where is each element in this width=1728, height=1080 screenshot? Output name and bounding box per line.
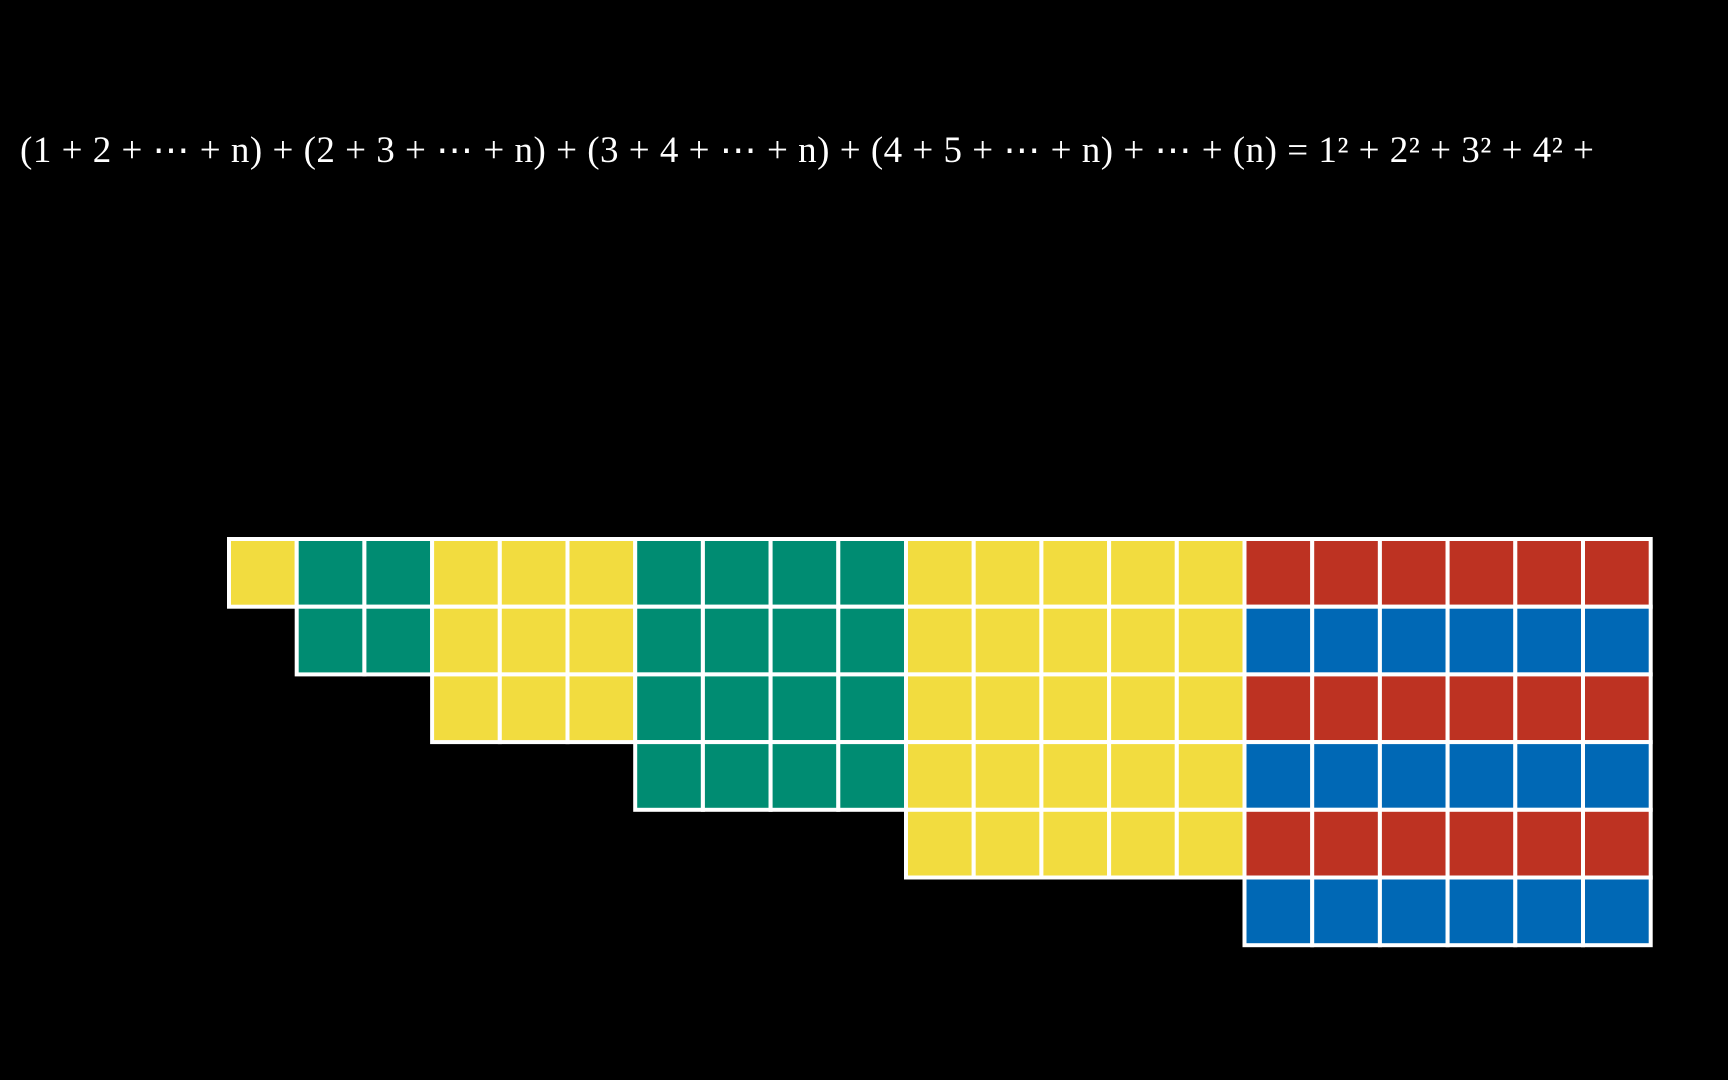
square	[1174, 807, 1247, 880]
square	[227, 537, 299, 609]
square	[1039, 537, 1112, 609]
square	[1310, 537, 1382, 609]
square	[565, 672, 638, 745]
square	[1174, 672, 1247, 745]
square	[836, 740, 908, 812]
square	[1039, 807, 1112, 880]
square	[1445, 537, 1518, 609]
square	[904, 604, 976, 677]
square	[362, 604, 435, 677]
square	[1513, 672, 1586, 745]
square	[565, 604, 638, 677]
square	[1513, 537, 1586, 609]
square	[1039, 672, 1112, 745]
square	[294, 604, 367, 677]
square	[1039, 740, 1112, 812]
square	[1581, 875, 1653, 948]
square	[1242, 740, 1315, 812]
square	[1581, 807, 1653, 880]
square	[836, 672, 908, 745]
square	[904, 537, 976, 609]
square	[1107, 604, 1179, 677]
square	[1174, 604, 1247, 677]
square	[497, 537, 570, 609]
square	[1445, 875, 1518, 948]
square	[1310, 807, 1382, 880]
square	[1174, 740, 1247, 812]
square	[1581, 740, 1653, 812]
square	[700, 537, 773, 609]
square	[971, 537, 1044, 609]
square	[1513, 604, 1586, 677]
square	[1107, 807, 1179, 880]
square	[768, 537, 841, 609]
square	[1445, 740, 1518, 812]
square	[1174, 537, 1247, 609]
square	[1445, 672, 1518, 745]
square	[1107, 537, 1179, 609]
square	[904, 807, 976, 880]
square	[971, 740, 1044, 812]
square	[1513, 875, 1586, 948]
square	[565, 537, 638, 609]
square	[1445, 604, 1518, 677]
square	[768, 672, 841, 745]
square	[497, 604, 570, 677]
square	[700, 740, 773, 812]
square	[362, 537, 435, 609]
square	[294, 537, 367, 609]
square	[1377, 807, 1450, 880]
square	[1242, 604, 1315, 677]
square	[700, 604, 773, 677]
square	[1377, 875, 1450, 948]
square	[768, 740, 841, 812]
square	[1581, 537, 1653, 609]
square	[1310, 875, 1382, 948]
square	[1513, 740, 1586, 812]
square	[971, 604, 1044, 677]
square	[1242, 537, 1315, 609]
square	[904, 672, 976, 745]
square	[1377, 604, 1450, 677]
square	[430, 604, 502, 677]
square	[1107, 672, 1179, 745]
square	[836, 537, 908, 609]
square	[971, 672, 1044, 745]
square	[633, 740, 705, 812]
square	[497, 672, 570, 745]
square	[1242, 875, 1315, 948]
square	[1310, 672, 1382, 745]
square	[633, 672, 705, 745]
square	[768, 604, 841, 677]
square	[971, 807, 1044, 880]
square	[1242, 807, 1315, 880]
square	[1310, 604, 1382, 677]
square	[430, 537, 502, 609]
square	[633, 537, 705, 609]
square	[1513, 807, 1586, 880]
square	[700, 672, 773, 745]
square	[836, 604, 908, 677]
square	[1445, 807, 1518, 880]
square	[1377, 672, 1450, 745]
square	[904, 740, 976, 812]
square	[430, 672, 502, 745]
square	[1377, 537, 1450, 609]
square	[1310, 740, 1382, 812]
square	[1107, 740, 1179, 812]
square	[1581, 604, 1653, 677]
equation: (1 + 2 + ⋯ + n) + (2 + 3 + ⋯ + n) + (3 +…	[20, 130, 1595, 171]
square	[1581, 672, 1653, 745]
square	[1039, 604, 1112, 677]
square	[1377, 740, 1450, 812]
square	[1242, 672, 1315, 745]
square	[633, 604, 705, 677]
